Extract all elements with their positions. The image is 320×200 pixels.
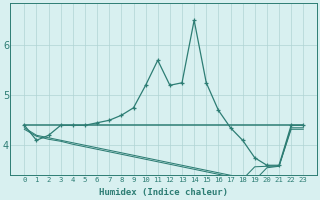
X-axis label: Humidex (Indice chaleur): Humidex (Indice chaleur): [99, 188, 228, 197]
